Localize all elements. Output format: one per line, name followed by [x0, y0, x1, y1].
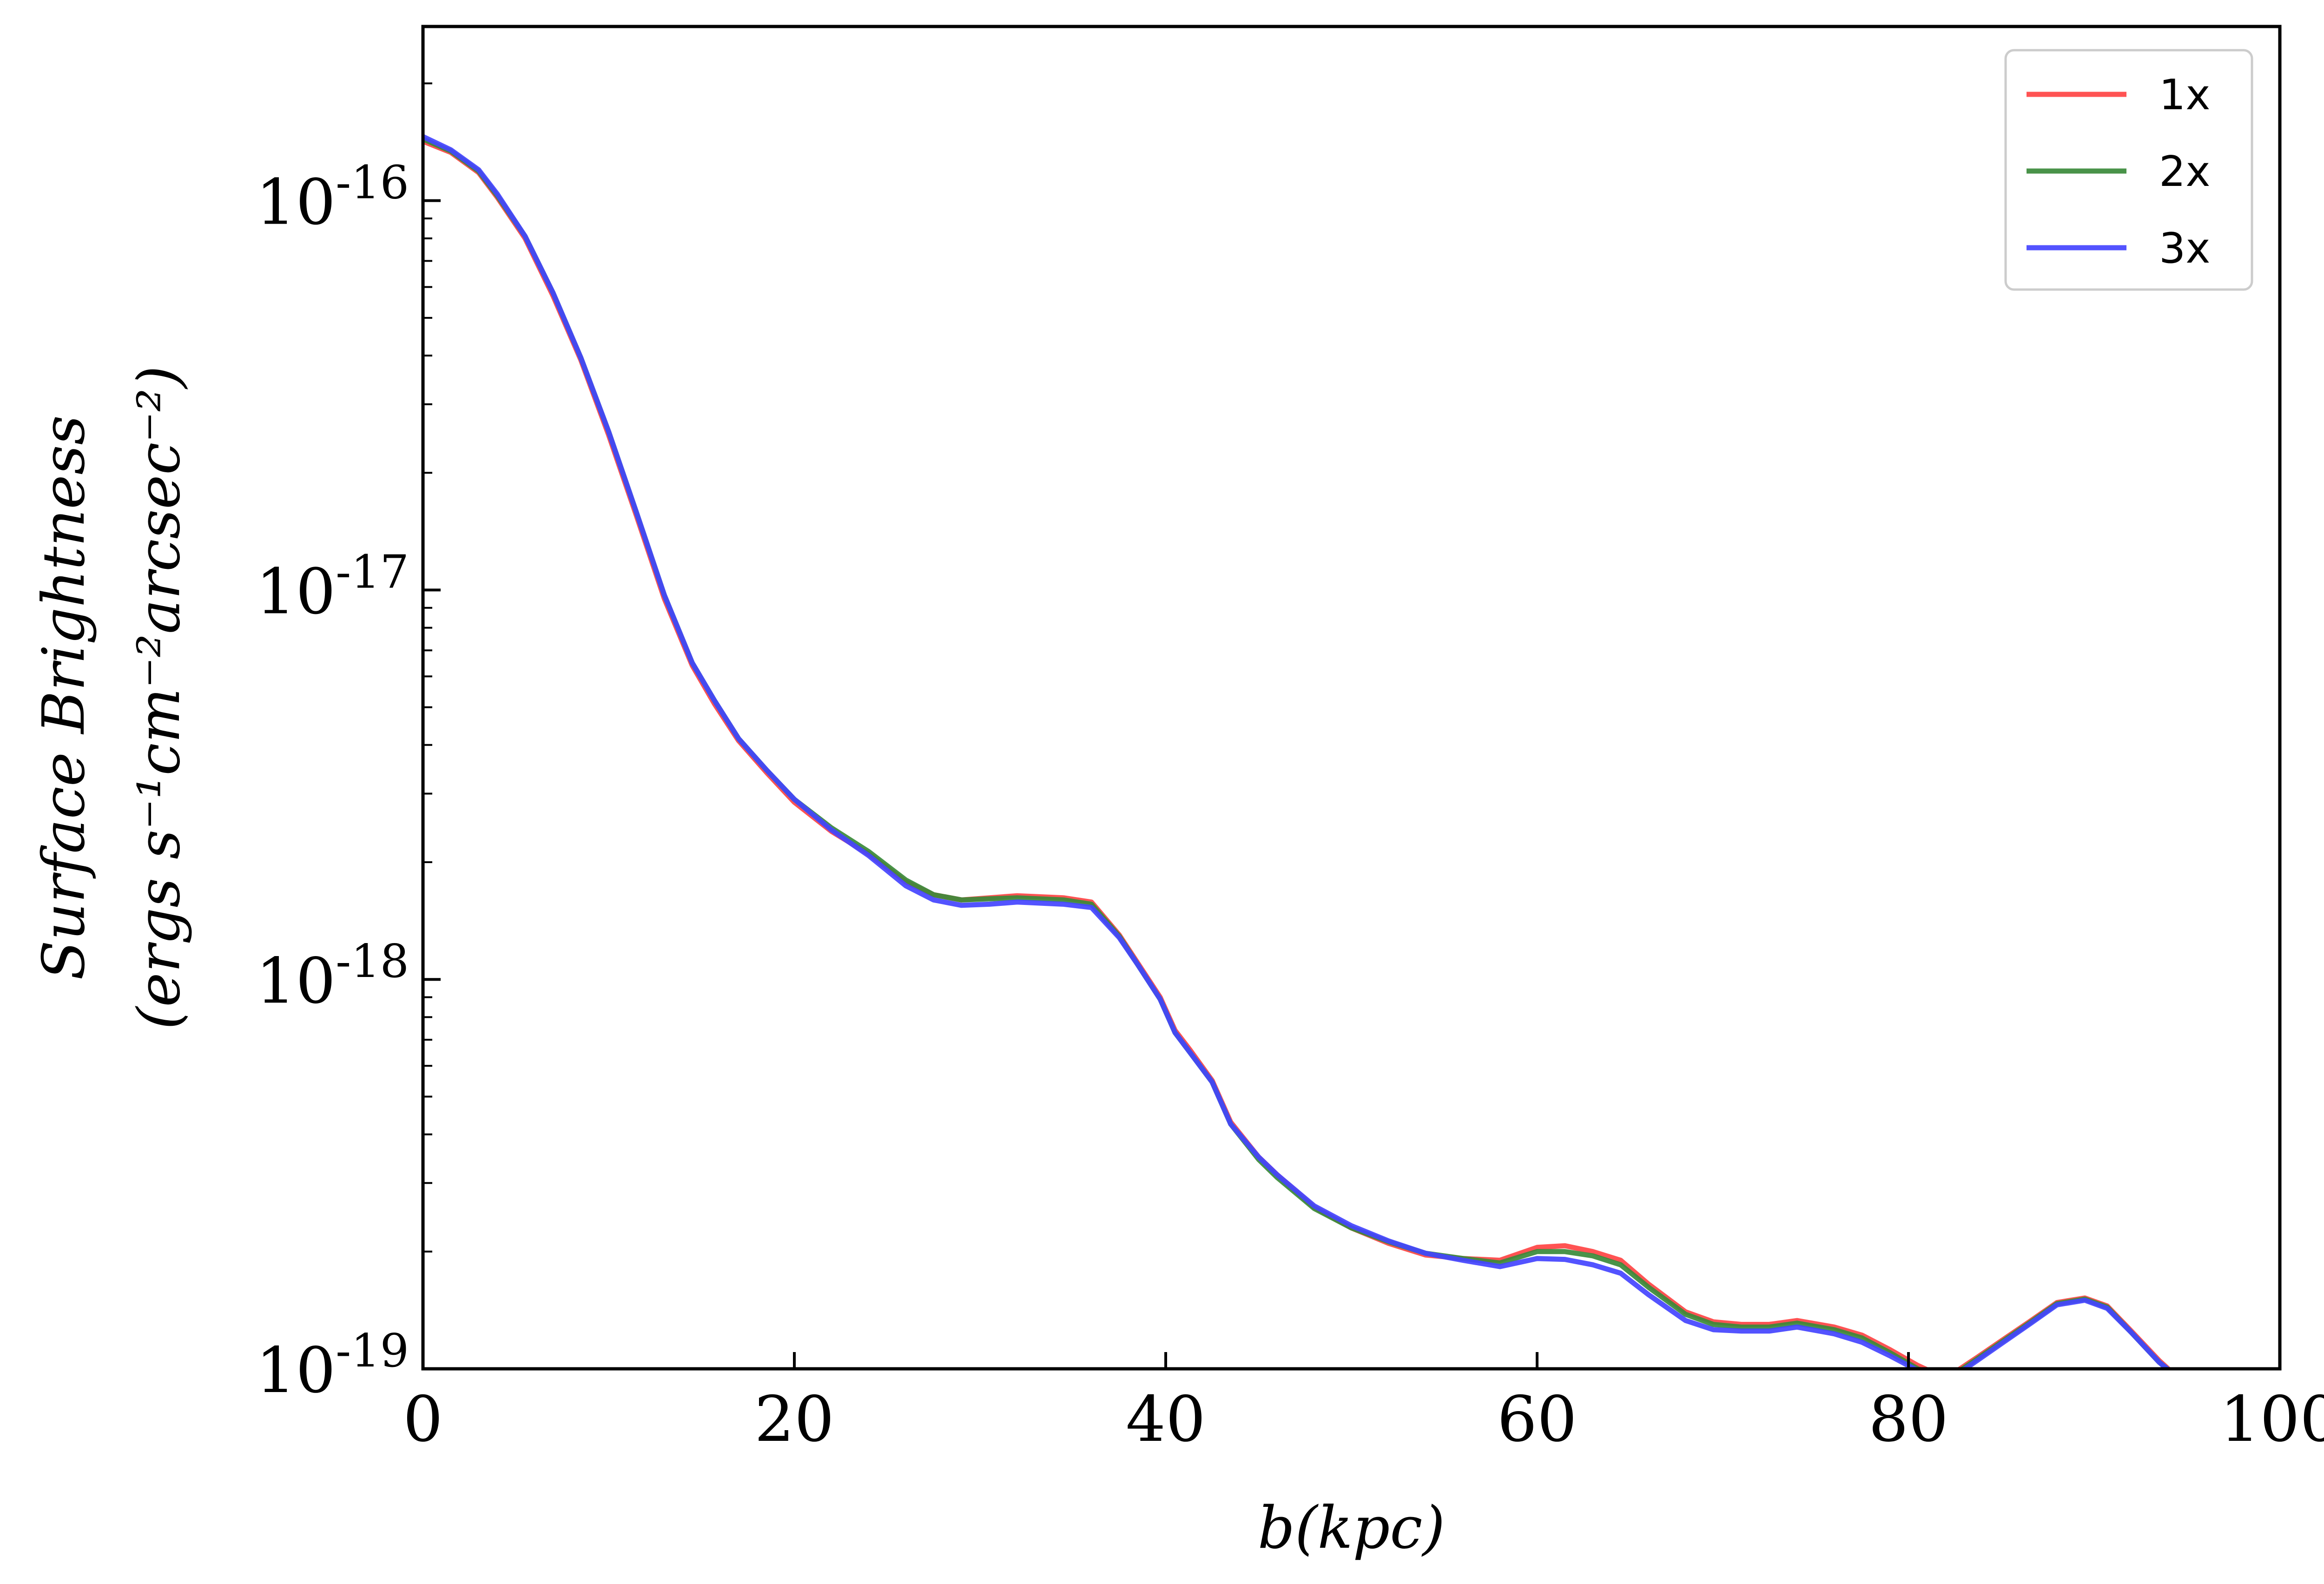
- x-tick-label: 40: [1126, 1383, 1206, 1456]
- legend-box: [2004, 49, 2253, 291]
- x-tick-label: 100: [2220, 1383, 2324, 1456]
- series-layer: [423, 134, 2172, 1369]
- ticks-layer: [422, 82, 2281, 1370]
- tick-labels-layer: 0 20 40 60 80 100 10-19 10-18 10-17 10-16: [256, 157, 2324, 1456]
- x-tick-label: 0: [403, 1383, 443, 1456]
- y-axis-label-units: (ergs s⁻¹cm⁻²arcsec⁻²): [125, 366, 193, 1030]
- y-tick-label: 10-17: [256, 546, 409, 628]
- y-tick-label: 10-16: [256, 157, 409, 239]
- x-tick-label: 60: [1497, 1383, 1577, 1456]
- legend: 1x 2x 3x: [2004, 49, 2253, 291]
- x-tick-label: 80: [1868, 1383, 1948, 1456]
- series-line-3x: [423, 134, 2172, 1369]
- legend-label-2x: 2x: [2159, 147, 2211, 196]
- x-axis-label: b(kpc): [1258, 1494, 1445, 1562]
- legend-label-3x: 3x: [2159, 224, 2211, 273]
- y-tick-label: 10-19: [256, 1325, 409, 1407]
- y-axis-label-title: Surface Brightness: [30, 415, 98, 980]
- y-tick-label: 10-18: [256, 935, 409, 1017]
- x-tick-label: 20: [754, 1383, 834, 1456]
- legend-label-1x: 1x: [2159, 71, 2211, 119]
- plot-frame: [421, 25, 2282, 1371]
